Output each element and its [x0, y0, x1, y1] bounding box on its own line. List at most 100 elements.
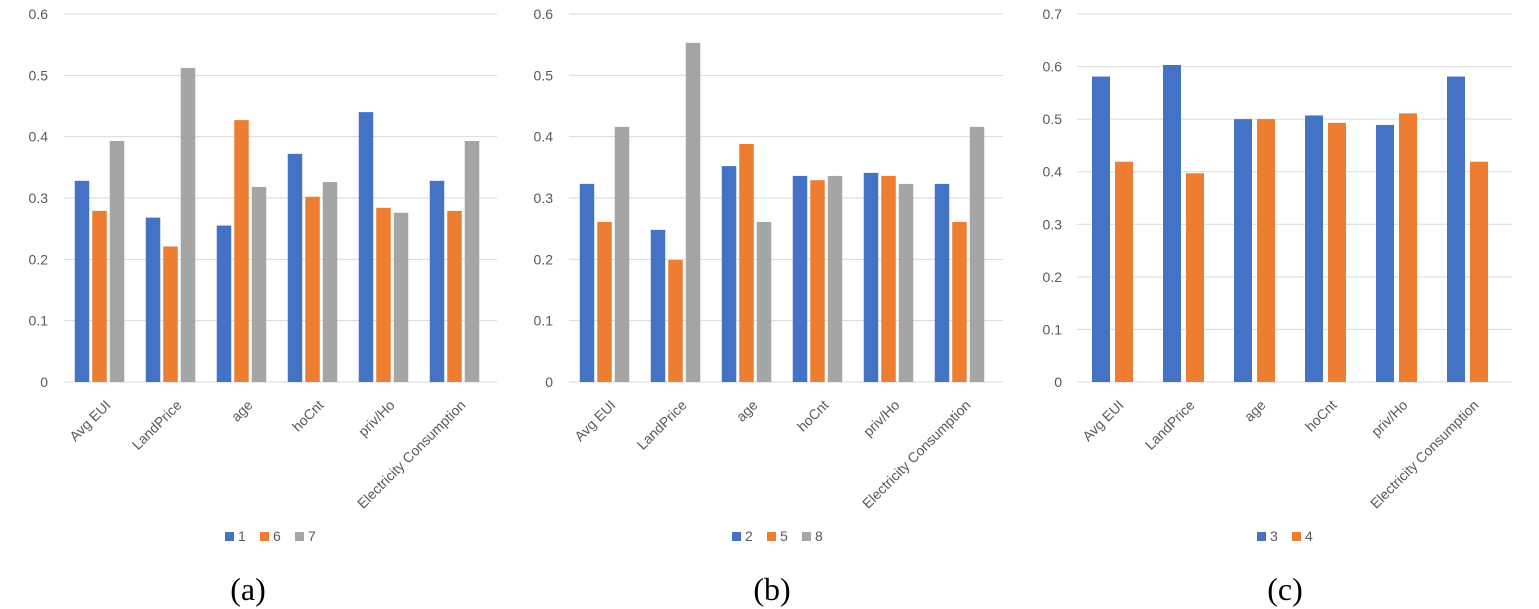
y-tick-label: 0.5 [1043, 111, 1063, 127]
category-label: LandPrice [634, 397, 690, 453]
bar-series-2-5 [934, 183, 950, 382]
bar-series-7-0 [109, 140, 125, 382]
bar-series-6-4 [376, 207, 391, 382]
category-label: age [733, 397, 761, 425]
bar-series-3-4 [1376, 124, 1394, 382]
category-label: hoCnt [794, 397, 832, 435]
legend-swatch-1 [225, 532, 234, 541]
bar-series-8-5 [969, 126, 985, 382]
bar-series-5-3 [810, 180, 825, 382]
y-tick-label: 0.1 [1043, 321, 1063, 337]
bar-series-3-1 [1163, 64, 1181, 382]
bar-series-8-0 [614, 126, 630, 382]
bar-series-4-5 [1470, 161, 1488, 382]
bar-series-6-0 [92, 210, 107, 382]
bar-series-8-2 [756, 221, 772, 382]
category-label: priv/Ho [1368, 397, 1411, 440]
y-tick-label: 0.6 [29, 6, 49, 22]
bar-series-6-3 [305, 196, 320, 382]
category-label: age [1241, 397, 1269, 425]
bar-series-2-2 [721, 166, 737, 382]
y-tick-label: 0.4 [1043, 164, 1063, 180]
y-tick-label: 0.5 [29, 67, 49, 83]
y-tick-label: 0.5 [534, 67, 554, 83]
bar-series-1-4 [358, 112, 374, 382]
panel-label: (b) [753, 571, 790, 607]
legend-label-1: 1 [238, 528, 246, 544]
y-tick-label: 0 [40, 374, 48, 390]
y-tick-label: 0.3 [29, 190, 49, 206]
bar-series-5-1 [668, 259, 683, 382]
y-tick-label: 0.4 [29, 129, 49, 145]
category-label: priv/Ho [860, 397, 903, 440]
bar-series-8-1 [685, 42, 701, 383]
legend-swatch-8 [802, 532, 811, 541]
category-label: age [228, 397, 256, 425]
bar-series-4-0 [1115, 161, 1133, 382]
legend-label-4: 4 [1305, 528, 1313, 544]
panel-label: (a) [230, 571, 266, 607]
bar-series-2-0 [579, 183, 595, 382]
bar-series-7-2 [251, 186, 267, 382]
bar-series-8-3 [827, 175, 843, 382]
bar-series-3-2 [1234, 119, 1252, 383]
bar-series-1-0 [74, 180, 90, 382]
bar-series-1-5 [429, 180, 445, 382]
category-label: Avg EUI [66, 397, 113, 444]
y-tick-label: 0.3 [534, 190, 554, 206]
y-tick-label: 0.7 [1043, 6, 1063, 22]
bar-series-5-5 [952, 221, 967, 382]
bar-series-8-4 [898, 183, 914, 382]
y-tick-label: 0.6 [1043, 59, 1063, 75]
category-label: LandPrice [1142, 397, 1198, 453]
bar-series-4-1 [1186, 173, 1204, 382]
bar-series-2-1 [650, 229, 666, 382]
bar-series-6-5 [447, 210, 462, 382]
bar-series-2-4 [863, 172, 879, 382]
bar-series-6-1 [163, 246, 178, 382]
y-tick-label: 0.6 [534, 6, 554, 22]
y-tick-label: 0.1 [534, 313, 554, 329]
bar-series-4-2 [1257, 119, 1275, 383]
legend-label-5: 5 [780, 528, 788, 544]
category-label: priv/Ho [355, 397, 398, 440]
bar-series-5-4 [881, 175, 896, 382]
legend-swatch-2 [732, 532, 741, 541]
bar-series-1-2 [216, 225, 232, 382]
bar-series-3-0 [1092, 76, 1110, 382]
legend-swatch-3 [1257, 532, 1266, 541]
bar-series-3-5 [1447, 76, 1465, 382]
bar-series-1-1 [145, 217, 161, 382]
y-tick-label: 0 [1054, 374, 1062, 390]
category-label: Avg EUI [1079, 397, 1126, 444]
bar-series-2-3 [792, 175, 808, 382]
bar-series-4-3 [1328, 122, 1346, 382]
bar-series-4-4 [1399, 113, 1417, 383]
chart-panel-3: 0 0.1 0.2 0.3 0.4 0.5 0.6 0.7 Avg EUI LandPrice ag… [1043, 6, 1512, 607]
legend-swatch-4 [1292, 532, 1301, 541]
bar-series-5-0 [597, 221, 612, 382]
legend-label-8: 8 [815, 528, 823, 544]
bar-series-7-3 [322, 182, 338, 382]
bar-series-7-4 [393, 212, 409, 382]
y-tick-label: 0.2 [29, 251, 49, 267]
legend-label-7: 7 [308, 528, 316, 544]
y-tick-label: 0.2 [1043, 269, 1063, 285]
legend-label-6: 6 [273, 528, 281, 544]
panel-label: (c) [1267, 571, 1303, 607]
bar-series-5-2 [739, 144, 754, 382]
category-label: Avg EUI [571, 397, 618, 444]
legend-label-3: 3 [1270, 528, 1278, 544]
category-label: hoCnt [289, 397, 327, 435]
y-tick-label: 0.4 [534, 129, 554, 145]
chart-panel-1: 0 0.1 0.2 0.3 0.4 0.5 0.6 Avg EUI LandPrice age ho… [29, 6, 497, 607]
category-label: LandPrice [129, 397, 185, 453]
legend-label-2: 2 [745, 528, 753, 544]
bar-series-1-3 [287, 153, 303, 382]
bar-series-7-1 [180, 67, 196, 383]
y-tick-label: 0.1 [29, 313, 49, 329]
y-tick-label: 0.3 [1043, 216, 1063, 232]
y-tick-label: 0.2 [534, 251, 554, 267]
y-tick-label: 0 [545, 374, 553, 390]
